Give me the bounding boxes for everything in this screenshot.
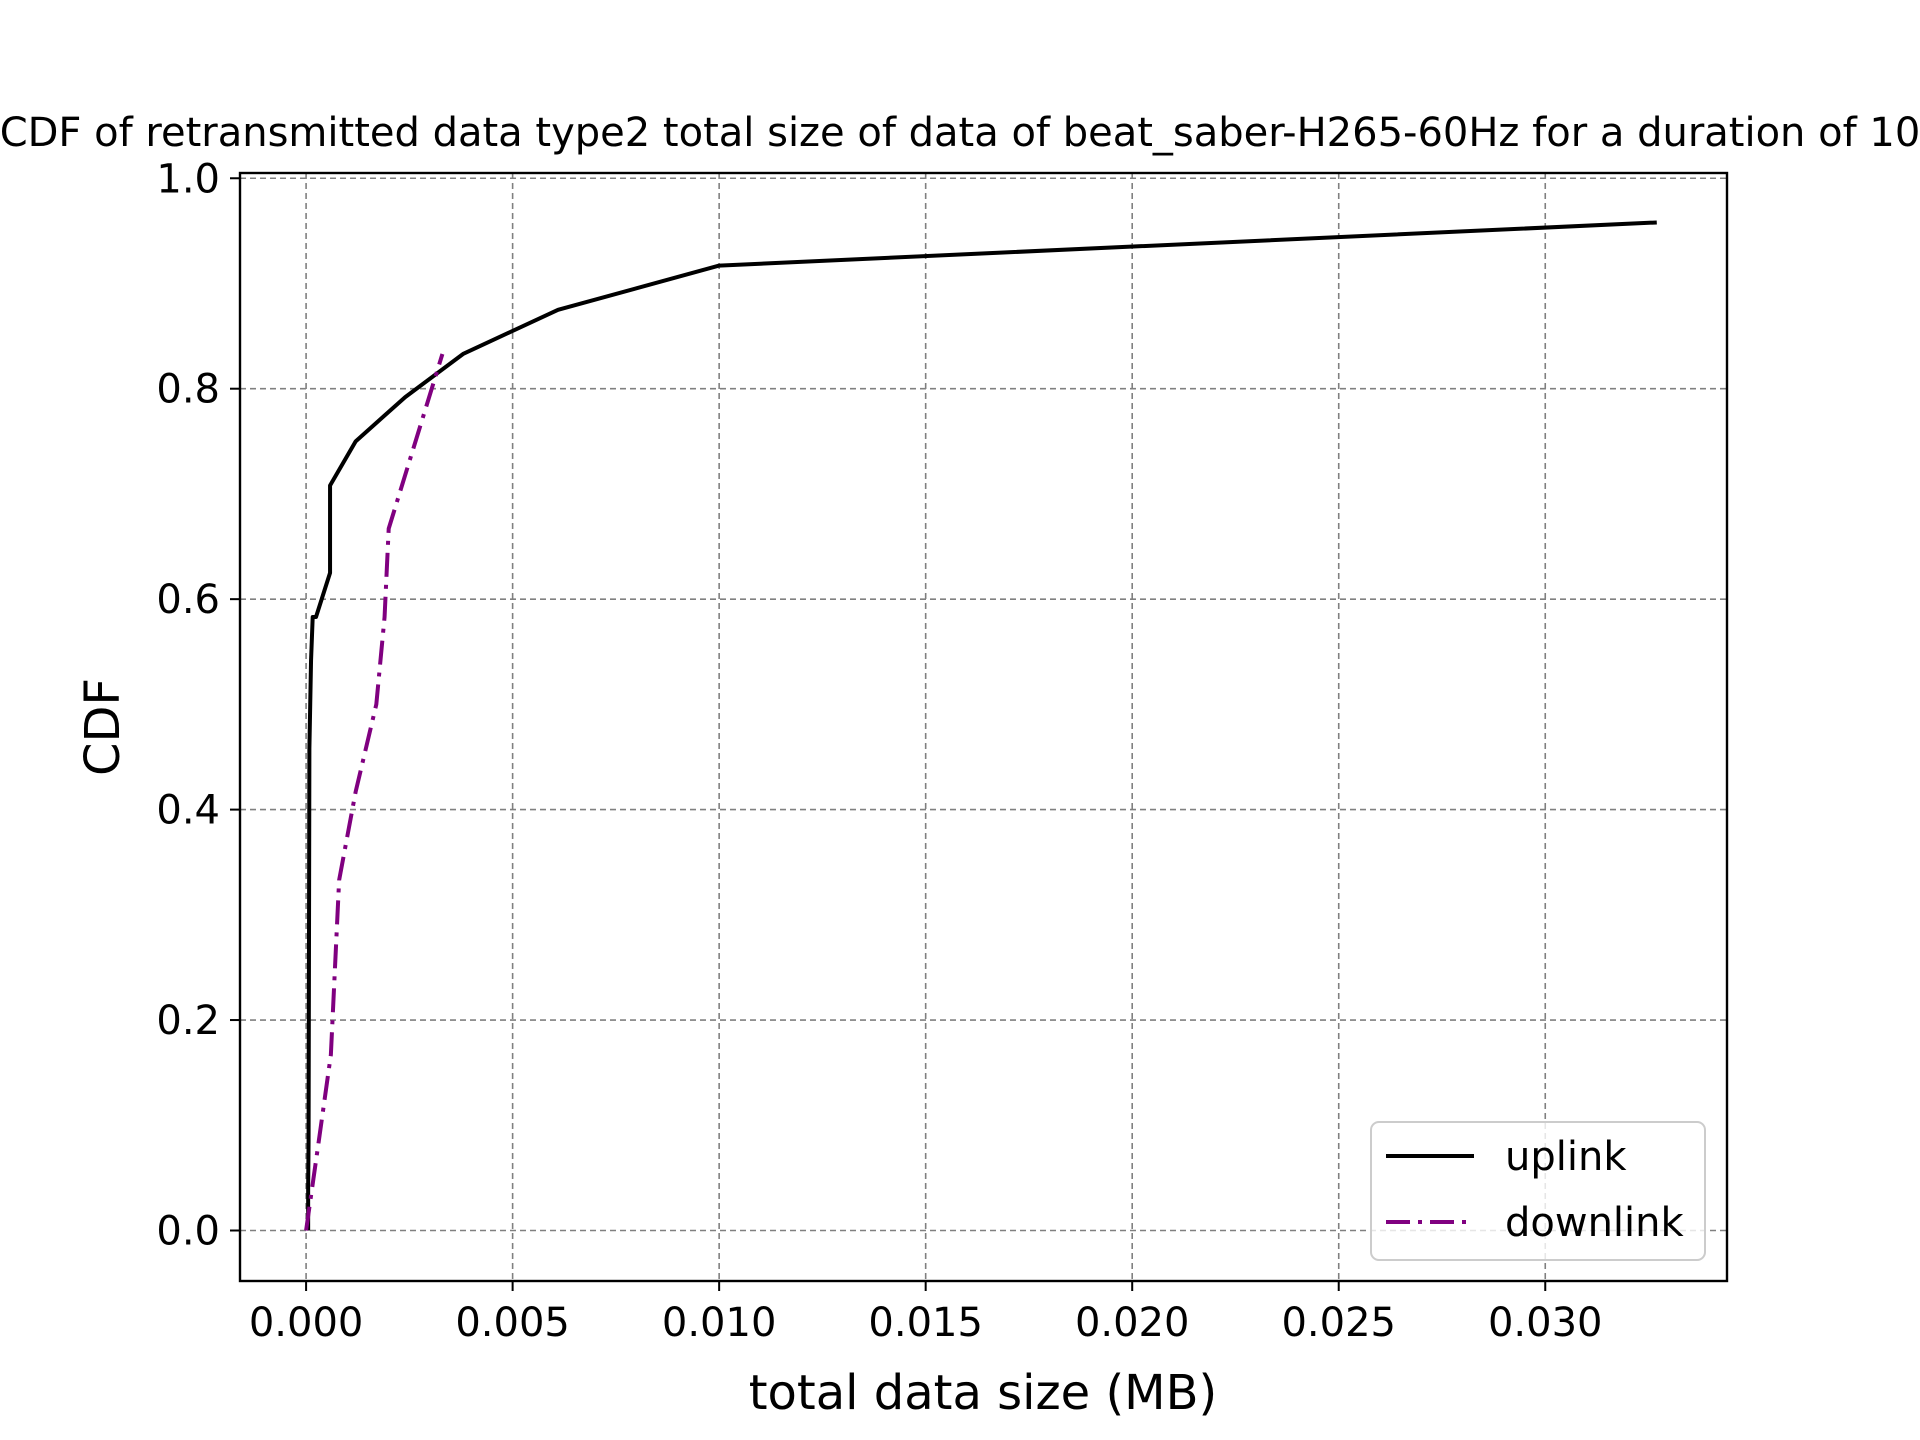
chart-title: CDF of retransmitted data type2 total si… (0, 110, 1920, 156)
x-tick-label: 0.000 (249, 1300, 364, 1346)
series-line-downlink (304, 353, 445, 1231)
y-tick-label: 1.0 (156, 156, 220, 202)
y-tick-label: 0.0 (156, 1208, 220, 1254)
legend-label-downlink: downlink (1505, 1200, 1685, 1246)
y-tick-label: 0.2 (156, 998, 220, 1044)
x-tick-label: 0.025 (1281, 1300, 1396, 1346)
grid (240, 173, 1727, 1281)
series-group (304, 220, 1657, 1231)
y-axis-label: CDF (75, 678, 131, 776)
y-tick-label: 0.4 (156, 788, 220, 834)
x-tick-label: 0.010 (662, 1300, 777, 1346)
plot-frame (238, 171, 1729, 1283)
x-tick-label: 0.005 (455, 1300, 570, 1346)
x-tick-label: 0.020 (1075, 1300, 1190, 1346)
x-tick-label: 0.030 (1488, 1300, 1603, 1346)
x-axis-label: total data size (MB) (749, 1365, 1218, 1421)
y-tick-label: 0.6 (156, 577, 220, 623)
y-tick-label: 0.8 (156, 367, 220, 413)
legend: uplink downlink (1370, 1121, 1706, 1261)
series-line-uplink (306, 220, 1657, 1231)
legend-label-uplink: uplink (1505, 1134, 1627, 1180)
x-tick-label: 0.015 (868, 1300, 983, 1346)
axis-ticks: 0.000 0.005 0.010 0.015 0.020 0.025 0.030 0.0 0.… (156, 156, 1602, 1346)
